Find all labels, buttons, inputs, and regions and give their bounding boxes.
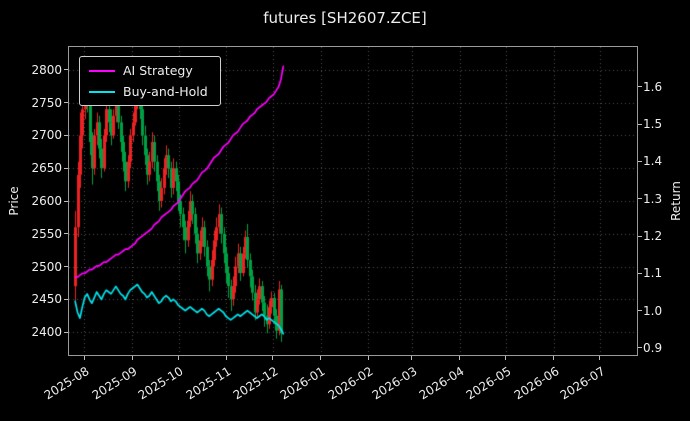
x-tick-mark [505,356,507,360]
y-tick-label-price: 2500 [31,259,62,274]
y-tick-mark-price [64,200,68,202]
x-tick-label-text: 2025-11 [183,364,234,403]
y-tick-mark-return [638,272,642,274]
y-tick-label-return: 1.3 [643,191,663,206]
legend-item-buy-and-hold: Buy-and-Hold [89,84,208,99]
ai-strategy-line-swatch [89,69,115,72]
y-tick-mark-return [638,310,642,312]
x-tick-label-text: 2026-01 [278,364,328,403]
x-tick-label-text: 2026-05 [463,364,514,403]
y-tick-mark-price [64,298,68,300]
y-tick-label-return: 1.4 [643,154,663,169]
legend-item-ai-strategy: AI Strategy [89,63,208,78]
x-tick-mark [411,356,413,360]
x-tick-label-text: 2026-03 [369,364,420,403]
y-tick-mark-price [64,331,68,333]
y-tick-mark-price [64,233,68,235]
y-tick-mark-return [638,160,642,162]
y-tick-mark-price [64,167,68,169]
y-tick-mark-return [638,123,642,125]
y-tick-label-return: 1.1 [643,266,663,281]
y-tick-label-return: 1.5 [643,117,663,132]
buy-and-hold-line-swatch [89,90,115,93]
y-tick-label-return: 0.9 [643,340,663,355]
y-tick-label-price: 2600 [31,194,62,208]
y-tick-mark-return [638,86,642,88]
y-tick-label-return: 1.0 [643,303,663,318]
y-tick-label-price: 2450 [31,292,62,307]
y-tick-label-return: 1.6 [643,79,663,94]
x-tick-label-text: 2026-06 [511,364,562,403]
y-tick-mark-price [64,266,68,268]
x-tick-mark [83,356,85,360]
x-tick-label-text: 2026-02 [325,364,376,403]
plot-area: AI Strategy Buy-and-Hold [68,46,638,356]
y-tick-label-price: 2650 [31,161,62,176]
x-tick-label-text: 2025-08 [41,364,92,403]
y-tick-label-price: 2550 [31,226,62,241]
x-tick-mark [599,356,601,360]
y-tick-mark-price [64,102,68,104]
x-tick-label-text: 2026-07 [557,364,608,403]
x-tick-mark [225,356,227,360]
x-tick-mark [131,356,133,360]
y-tick-label-return: 1.2 [643,229,663,244]
legend-label-buy-and-hold: Buy-and-Hold [123,84,208,99]
x-tick-label-text: 2025-10 [136,364,186,403]
y-tick-mark-price [64,69,68,71]
x-tick-mark [272,356,274,360]
y-tick-mark-price [64,134,68,136]
x-tick-mark [553,356,555,360]
x-tick-mark [367,356,369,360]
y-tick-label-price: 2800 [31,62,62,77]
y-tick-mark-return [638,235,642,237]
legend: AI Strategy Buy-and-Hold [79,56,221,106]
x-tick-label-text: 2025-12 [230,364,281,403]
y-tick-label-price: 2400 [31,325,62,340]
x-tick-mark [459,356,460,360]
legend-label-ai-strategy: AI Strategy [123,63,193,78]
x-tick-label-text: 2025-09 [89,364,140,403]
x-tick-mark [320,356,322,360]
chart-title: futures [SH2607.ZCE] [263,9,427,27]
y-tick-mark-return [638,198,642,200]
y-tick-label-price: 2750 [31,95,62,110]
y-tick-label-price: 2700 [31,128,62,143]
x-tick-mark [178,356,180,360]
y-tick-mark-return [638,347,642,349]
x-tick-label-text: 2026-04 [416,364,467,403]
